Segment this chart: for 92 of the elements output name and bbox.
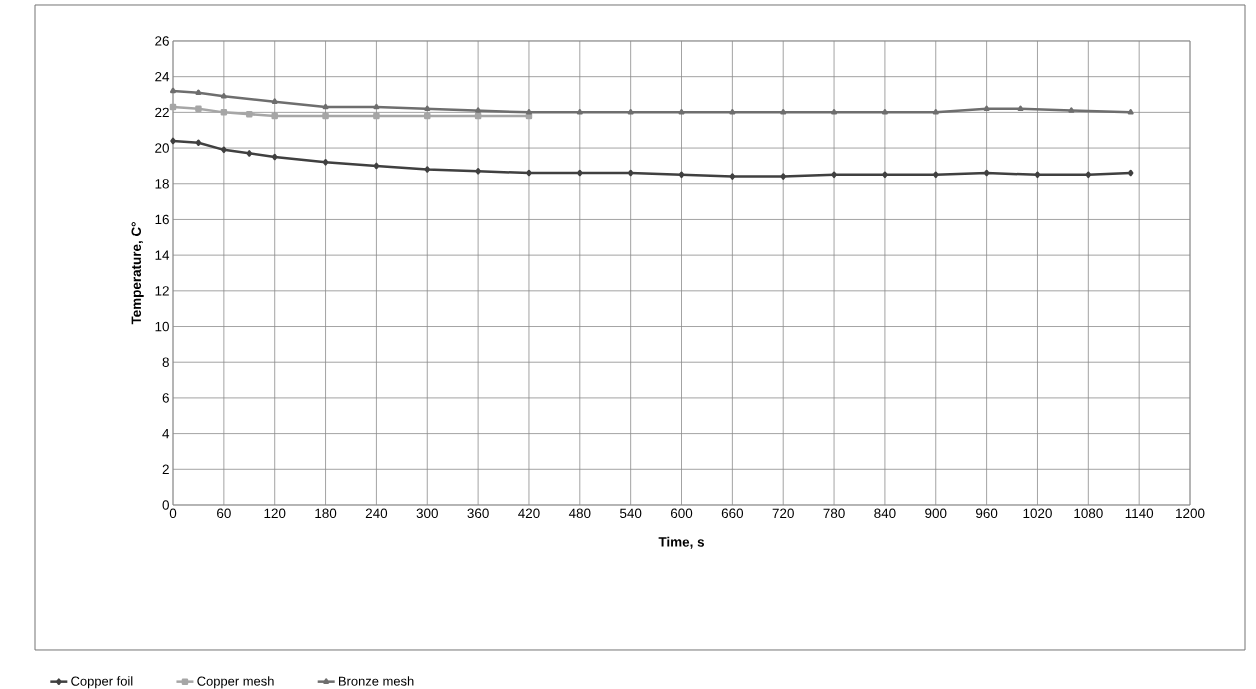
y-tick-label: 26 (155, 36, 169, 46)
x-tick-label: 1200 (1176, 508, 1205, 519)
point (373, 103, 380, 110)
legend-label: Copper foil (71, 676, 133, 689)
point (1068, 107, 1075, 113)
y-tick-label: 18 (155, 178, 169, 189)
point (780, 173, 786, 180)
point (169, 103, 177, 111)
y-tick-label: 2 (162, 464, 169, 474)
point (576, 109, 583, 115)
point (932, 109, 939, 115)
point (474, 112, 482, 120)
point (831, 109, 838, 115)
x-tick-label: 1080 (1074, 508, 1103, 519)
x-tick-label: 240 (365, 508, 388, 519)
point (424, 105, 431, 112)
x-tick-label: 840 (874, 508, 896, 519)
x-tick-label: 720 (772, 508, 794, 519)
point (1017, 105, 1024, 112)
point (526, 169, 532, 177)
y-tick-label: 14 (155, 250, 170, 260)
point (678, 109, 685, 115)
x-tick-label: 480 (568, 508, 591, 519)
point (322, 103, 329, 110)
x-tick-label: 1140 (1125, 508, 1154, 519)
point (1127, 169, 1134, 177)
x-tick-label: 660 (721, 508, 744, 519)
y-tick-label: 4 (162, 428, 170, 439)
point (220, 109, 228, 116)
point (424, 112, 431, 120)
point (1034, 171, 1041, 179)
x-axis-title: Time, s (658, 536, 705, 549)
x-tick-label: 300 (416, 508, 438, 519)
point (373, 162, 380, 170)
y-tick-label: 16 (155, 214, 169, 225)
point (729, 173, 736, 180)
point (577, 169, 583, 177)
x-tick-label: 1020 (1023, 508, 1052, 519)
point (627, 109, 634, 115)
point (1127, 109, 1134, 115)
y-tick-label: 8 (162, 357, 169, 367)
y-tick-label: 0 (162, 500, 169, 510)
point (424, 166, 431, 173)
point (475, 168, 481, 175)
point (322, 112, 329, 120)
legend-label: Copper mesh (197, 676, 274, 689)
point (271, 98, 278, 104)
point (221, 146, 227, 154)
y-tick-label: 24 (155, 71, 170, 82)
x-tick-label: 420 (518, 508, 540, 519)
x-tick-label: 180 (315, 508, 337, 519)
point (678, 171, 685, 179)
point (195, 139, 202, 146)
x-tick-label: 0 (169, 508, 177, 519)
point (933, 171, 939, 179)
point (983, 169, 990, 177)
y-tick-label: 10 (155, 321, 169, 332)
point (831, 171, 837, 179)
point (627, 169, 634, 177)
y-tick-label: 20 (155, 143, 169, 153)
x-tick-label: 120 (264, 508, 286, 519)
y-tick-label: 12 (155, 286, 169, 296)
y-tick-label: 6 (162, 393, 169, 403)
point (220, 93, 227, 99)
x-tick-label: 60 (217, 508, 231, 519)
point (1085, 171, 1092, 179)
point (271, 112, 278, 120)
point (881, 109, 888, 115)
point (729, 109, 736, 115)
x-tick-label: 960 (976, 508, 998, 519)
x-tick-label: 900 (925, 508, 947, 519)
point (271, 153, 278, 161)
point (373, 112, 380, 120)
point (475, 107, 482, 113)
point (322, 159, 329, 166)
x-tick-label: 600 (670, 508, 693, 519)
x-tick-label: 780 (823, 508, 845, 519)
legend-label: Bronze mesh (339, 676, 414, 686)
y-axis-title: Temperature, C° (131, 222, 144, 325)
point (170, 137, 176, 145)
point (195, 105, 202, 113)
point (195, 89, 202, 95)
x-tick-label: 540 (619, 508, 642, 519)
point (246, 150, 253, 157)
point (525, 109, 532, 115)
point (780, 109, 787, 115)
point (983, 105, 990, 112)
point (246, 110, 253, 118)
point (882, 171, 888, 179)
point (170, 87, 176, 94)
x-tick-label: 360 (467, 508, 489, 519)
y-tick-label: 22 (155, 107, 169, 118)
